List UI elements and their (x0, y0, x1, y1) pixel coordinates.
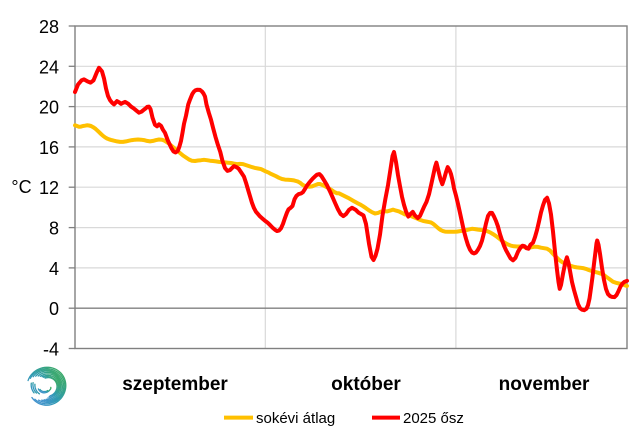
svg-text:november: november (499, 374, 590, 395)
svg-text:-4: -4 (43, 340, 59, 360)
svg-text:sokévi átlag: sokévi átlag (256, 410, 335, 427)
svg-text:2025 ősz: 2025 ősz (403, 410, 464, 427)
svg-text:16: 16 (39, 138, 59, 158)
svg-text:október: október (331, 374, 401, 395)
svg-text:8: 8 (49, 219, 59, 239)
svg-text:4: 4 (49, 259, 59, 279)
svg-text:°C: °C (11, 177, 31, 197)
svg-text:12: 12 (39, 178, 59, 198)
svg-text:20: 20 (39, 98, 59, 118)
svg-text:24: 24 (39, 57, 59, 77)
svg-text:28: 28 (39, 17, 59, 37)
svg-text:szeptember: szeptember (122, 374, 228, 395)
svg-text:0: 0 (49, 299, 59, 319)
